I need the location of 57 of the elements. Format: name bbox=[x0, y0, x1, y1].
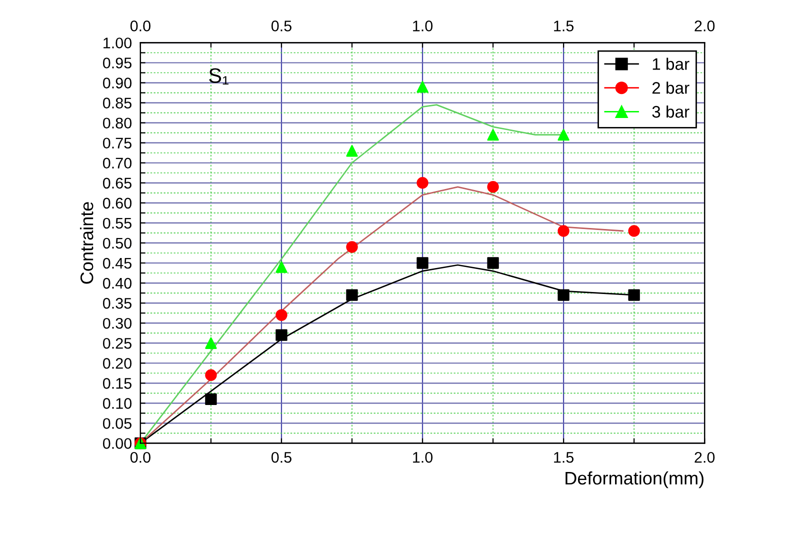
point bbox=[558, 225, 570, 237]
y-tick-label: 0.00 bbox=[102, 438, 132, 449]
x-axis-title: Deformation(mm) bbox=[566, 471, 704, 488]
y-tick-label: 0.70 bbox=[102, 158, 132, 169]
x-tick-label: 2.0 bbox=[694, 452, 715, 463]
point bbox=[487, 257, 499, 269]
x2-tick-label: 2.0 bbox=[694, 20, 715, 32]
y-tick-label: 0.10 bbox=[102, 398, 132, 409]
y-tick-label: 0.15 bbox=[102, 378, 132, 389]
point bbox=[346, 241, 358, 253]
point bbox=[276, 261, 288, 273]
y-tick-label: 0.45 bbox=[102, 258, 132, 269]
point bbox=[276, 329, 288, 341]
y-axis-title: Contrainte bbox=[80, 202, 94, 284]
y-tick-label: 0.55 bbox=[102, 218, 132, 229]
point bbox=[416, 257, 428, 269]
point bbox=[558, 289, 570, 301]
y-tick-label: 0.90 bbox=[102, 78, 132, 88]
x2-tick-label: 1.0 bbox=[413, 20, 433, 32]
x-tick-label: 1.5 bbox=[554, 452, 574, 463]
legend-label: 2 bar bbox=[652, 82, 690, 94]
point bbox=[416, 177, 428, 189]
y-tick-label: 0.05 bbox=[102, 418, 132, 429]
point bbox=[487, 128, 499, 141]
y-tick-label: 0.50 bbox=[102, 238, 132, 249]
point bbox=[205, 337, 217, 349]
y-tick-label: 0.85 bbox=[102, 98, 132, 108]
point bbox=[346, 145, 358, 157]
point bbox=[487, 181, 499, 193]
point bbox=[205, 369, 217, 381]
point bbox=[205, 393, 217, 406]
x2-tick-label: 0.0 bbox=[130, 20, 150, 32]
y-tick-label: 0.95 bbox=[102, 58, 132, 68]
x-tick-label: 0.0 bbox=[130, 452, 150, 463]
y-tick-label: 0.35 bbox=[102, 298, 132, 309]
x2-tick-label: 0.5 bbox=[271, 20, 292, 32]
y-tick-label: 0.75 bbox=[102, 138, 132, 149]
y-tick-label: 0.30 bbox=[102, 318, 132, 329]
x2-tick-label: 1.5 bbox=[554, 20, 574, 32]
y-tick-label: 0.40 bbox=[102, 278, 132, 289]
y-tick-label: 0.20 bbox=[102, 358, 132, 369]
point bbox=[628, 225, 640, 237]
point bbox=[346, 289, 358, 301]
y-tick-label: 0.80 bbox=[102, 118, 132, 129]
point bbox=[416, 80, 428, 93]
legend-label: 1 bar bbox=[652, 58, 690, 70]
x-tick-label: 1.0 bbox=[413, 452, 433, 463]
annotation: S₁ bbox=[209, 68, 229, 85]
legend-label: 3 bar bbox=[652, 105, 690, 118]
x-tick-label: 0.5 bbox=[271, 452, 292, 463]
point bbox=[558, 128, 570, 141]
y-tick-label: 0.60 bbox=[102, 198, 132, 209]
y-tick-label: 0.25 bbox=[102, 338, 132, 349]
point bbox=[628, 289, 640, 301]
y-tick-label: 0.65 bbox=[102, 178, 132, 189]
y-tick-label: 1.00 bbox=[104, 38, 132, 48]
point bbox=[276, 309, 288, 321]
